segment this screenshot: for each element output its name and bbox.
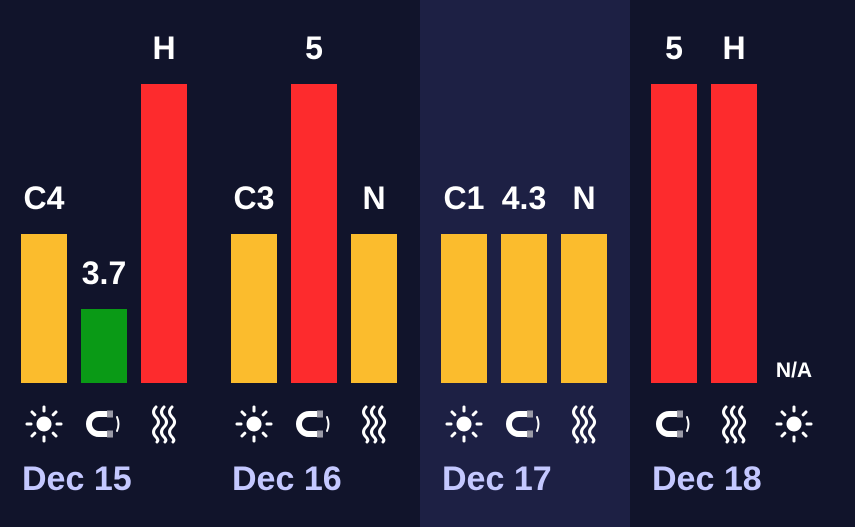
indicator-bar (81, 309, 127, 383)
indicator-slot: N/A (771, 0, 817, 527)
indicator-slot: 3.7 (81, 0, 127, 527)
indicator-label: H (152, 30, 176, 66)
indicator-slot: N (561, 0, 607, 527)
indicator-slot: 4.3 (501, 0, 547, 527)
indicator-label: 3.7 (81, 255, 127, 291)
indicator-slot: H (711, 0, 757, 527)
indicator-bar (291, 84, 337, 383)
day-column: 5 H N/A Dec 18 (630, 0, 840, 527)
sun-icon (444, 402, 484, 446)
indicator-label: 5 (665, 30, 683, 66)
sun-icon (24, 402, 64, 446)
sun-icon (234, 402, 274, 446)
indicator-bar (651, 84, 697, 383)
day-column: C4 3.7 H Dec 15 (0, 0, 210, 527)
heat-waves-icon (714, 402, 754, 446)
indicator-bar (441, 234, 487, 383)
indicator-slot: C3 (231, 0, 277, 527)
magnet-icon (654, 402, 694, 446)
day-date: Dec 17 (442, 460, 552, 498)
magnet-icon (504, 402, 544, 446)
day-column: C3 5 N Dec 16 (210, 0, 420, 527)
sun-icon (774, 402, 814, 446)
indicator-label: N (362, 180, 386, 216)
indicator-bar (501, 234, 547, 383)
indicator-slot: N (351, 0, 397, 527)
indicator-label: C3 (233, 180, 275, 216)
heat-waves-icon (564, 402, 604, 446)
indicator-label: H (722, 30, 746, 66)
indicator-label: C1 (443, 180, 485, 216)
indicator-label: 4.3 (501, 180, 547, 216)
indicator-slot: C4 (21, 0, 67, 527)
indicator-slot: 5 (291, 0, 337, 527)
indicator-bar (561, 234, 607, 383)
indicator-label: N (572, 180, 596, 216)
indicator-slot: C1 (441, 0, 487, 527)
indicator-bar (711, 84, 757, 383)
day-column: C1 4.3 N Dec 17 (420, 0, 630, 527)
indicator-label: C4 (23, 180, 65, 216)
magnet-icon (294, 402, 334, 446)
day-date: Dec 16 (232, 460, 342, 498)
magnet-icon (84, 402, 124, 446)
day-date: Dec 18 (652, 460, 762, 498)
indicator-bar (141, 84, 187, 383)
heat-waves-icon (144, 402, 184, 446)
day-date: Dec 15 (22, 460, 132, 498)
indicator-bar (231, 234, 277, 383)
indicator-label: 5 (305, 30, 323, 66)
indicator-bar (21, 234, 67, 383)
indicator-slot: 5 (651, 0, 697, 527)
indicator-bar (351, 234, 397, 383)
indicator-label: N/A (775, 359, 813, 382)
indicator-slot: H (141, 0, 187, 527)
heat-waves-icon (354, 402, 394, 446)
